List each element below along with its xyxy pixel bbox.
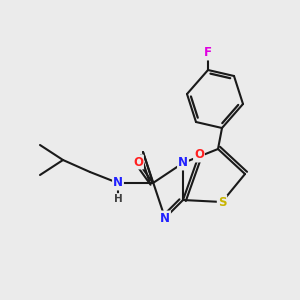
Text: F: F <box>204 46 212 59</box>
Text: N: N <box>113 176 123 190</box>
Text: O: O <box>133 155 143 169</box>
Text: H: H <box>114 194 122 204</box>
Text: N: N <box>178 157 188 169</box>
Text: S: S <box>218 196 226 208</box>
Text: O: O <box>194 148 204 161</box>
Text: N: N <box>160 212 170 224</box>
